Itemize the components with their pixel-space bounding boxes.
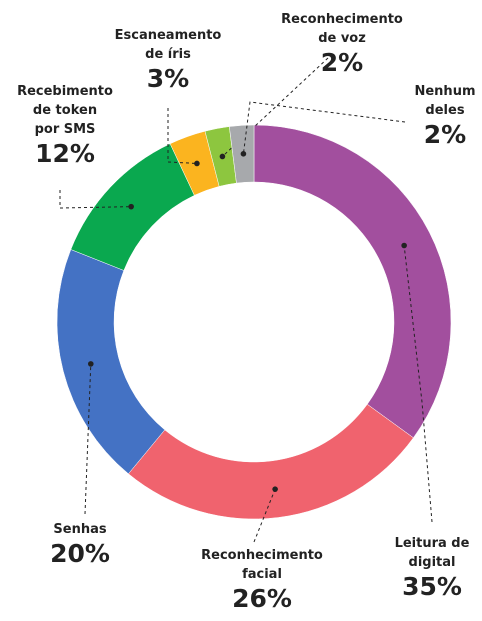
category-label: Leitura de digital <box>394 536 470 570</box>
value-label: 26% <box>232 584 292 613</box>
value-label: 35% <box>402 572 462 601</box>
label: Reconhecimento facial 26% <box>187 546 337 614</box>
value-label: 3% <box>146 64 190 93</box>
value-label: 20% <box>50 539 110 568</box>
leader-dot <box>128 203 134 210</box>
donut-segment <box>56 249 166 475</box>
leader-dot <box>194 160 200 167</box>
category-label: Escaneamento de íris <box>114 28 222 62</box>
value-label: 2% <box>320 48 364 77</box>
leader-line <box>59 190 132 209</box>
category-label: Reconhecimento facial <box>201 548 323 582</box>
leader-dot <box>401 242 407 249</box>
label: Recebimento de token por SMS 12% <box>0 82 140 169</box>
leader-line <box>403 245 433 523</box>
donut-segment <box>128 403 414 520</box>
leader-dot <box>272 486 278 492</box>
leader-line <box>167 108 197 164</box>
category-label: Senhas <box>53 522 107 537</box>
label: Escaneamento de íris 3% <box>93 26 243 94</box>
donut-segment <box>253 124 452 439</box>
leader-dot <box>240 151 247 157</box>
label: Senhas 20% <box>5 520 155 569</box>
label: Leitura de digital 35% <box>357 534 482 602</box>
leader-dot <box>87 361 94 367</box>
category-label: Nenhum deles <box>414 84 476 118</box>
label: Reconhecimento de voz 2% <box>267 10 417 78</box>
label: Nenhum deles 2% <box>370 82 482 150</box>
leader-dot <box>219 153 226 160</box>
leader-line <box>242 101 406 154</box>
value-label: 12% <box>35 139 95 168</box>
value-label: 2% <box>423 120 467 149</box>
leader-line <box>84 363 92 515</box>
category-label: Recebimento de token por SMS <box>17 84 113 137</box>
category-label: Reconhecimento de voz <box>281 12 403 46</box>
